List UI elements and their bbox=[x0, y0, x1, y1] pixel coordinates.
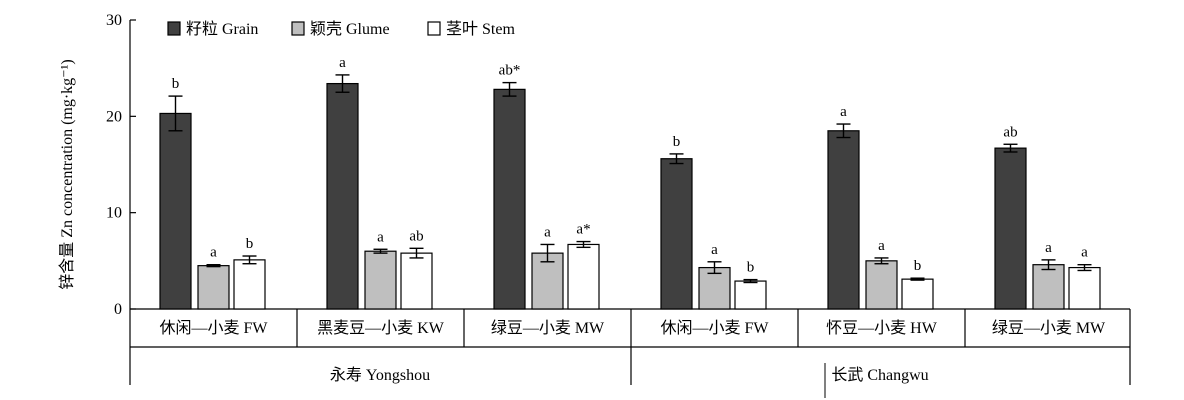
bar-stem bbox=[400, 252, 433, 310]
bar-glume bbox=[865, 260, 898, 310]
bar-grain bbox=[827, 130, 860, 310]
chart-legend: 籽粒 Grain 颖壳 Glume 茎叶 Stem bbox=[167, 20, 515, 38]
legend-label-grain: 籽粒 Grain bbox=[186, 20, 258, 38]
bar-glume bbox=[197, 265, 230, 310]
y-tick-label: 0 bbox=[114, 301, 122, 318]
bar-stem bbox=[567, 243, 600, 310]
legend-swatch-grain bbox=[167, 21, 181, 36]
site-label-changwu: 长武 Changwu bbox=[831, 366, 928, 384]
bar-grain bbox=[493, 88, 526, 310]
category-label: 休闲—小麦 FW bbox=[660, 319, 769, 337]
y-axis-title: 锌含量 Zn concentration (mg·kg⁻¹) bbox=[58, 59, 76, 290]
category-label: 怀豆—小麦 HW bbox=[826, 319, 938, 337]
bar-grain bbox=[326, 82, 359, 310]
bar-glume bbox=[1032, 264, 1065, 310]
bar-stem bbox=[901, 278, 934, 310]
significance-label: a bbox=[339, 55, 346, 71]
category-label: 黑麦豆—小麦 KW bbox=[317, 319, 445, 337]
significance-label: a bbox=[878, 238, 885, 254]
legend-label-glume: 颖壳 Glume bbox=[310, 20, 390, 38]
bar-grain bbox=[660, 158, 693, 310]
bar-stem bbox=[734, 280, 767, 310]
category-label: 绿豆—小麦 MW bbox=[992, 319, 1106, 337]
significance-label: b bbox=[914, 258, 922, 274]
significance-label: b bbox=[172, 76, 180, 92]
significance-label: b bbox=[747, 260, 755, 276]
site-label-yongshou: 永寿 Yongshou bbox=[330, 366, 430, 384]
significance-label: a bbox=[711, 242, 718, 258]
significance-label: a bbox=[210, 245, 217, 261]
legend-swatch-glume bbox=[291, 21, 305, 36]
bar-grain bbox=[159, 112, 192, 310]
significance-label: ab* bbox=[499, 63, 521, 79]
significance-label: ab bbox=[1003, 124, 1017, 140]
chart-bars bbox=[159, 74, 1101, 310]
significance-label: ab bbox=[409, 228, 423, 244]
significance-label: a* bbox=[576, 222, 590, 238]
significance-label: b bbox=[673, 134, 681, 150]
significance-label: b bbox=[246, 236, 254, 252]
significance-label: a bbox=[1045, 240, 1052, 256]
bar-grain bbox=[994, 147, 1027, 310]
significance-label: a bbox=[1081, 245, 1088, 261]
bar-stem bbox=[233, 259, 266, 310]
y-tick-label: 20 bbox=[106, 108, 122, 125]
y-tick-label: 30 bbox=[106, 12, 122, 29]
significance-label: a bbox=[544, 224, 551, 240]
significance-label: a bbox=[840, 104, 847, 120]
y-tick-label: 10 bbox=[106, 205, 122, 222]
category-label: 绿豆—小麦 MW bbox=[491, 319, 605, 337]
category-label: 休闲—小麦 FW bbox=[159, 319, 268, 337]
legend-swatch-stem bbox=[427, 21, 441, 36]
legend-label-stem: 茎叶 Stem bbox=[446, 20, 515, 38]
bar-stem bbox=[1068, 266, 1101, 310]
bar-glume bbox=[364, 250, 397, 310]
chart-labels: 休闲—小麦 FW 黑麦豆—小麦 KW 绿豆—小麦 MW 休闲—小麦 FW 怀豆—小麦 H… bbox=[159, 55, 1106, 384]
chart-axes: 0 10 20 30 锌含量 Zn concentration (mg·kg⁻¹) bbox=[58, 12, 1131, 398]
significance-label: a bbox=[377, 229, 384, 245]
bar-glume bbox=[698, 266, 731, 310]
